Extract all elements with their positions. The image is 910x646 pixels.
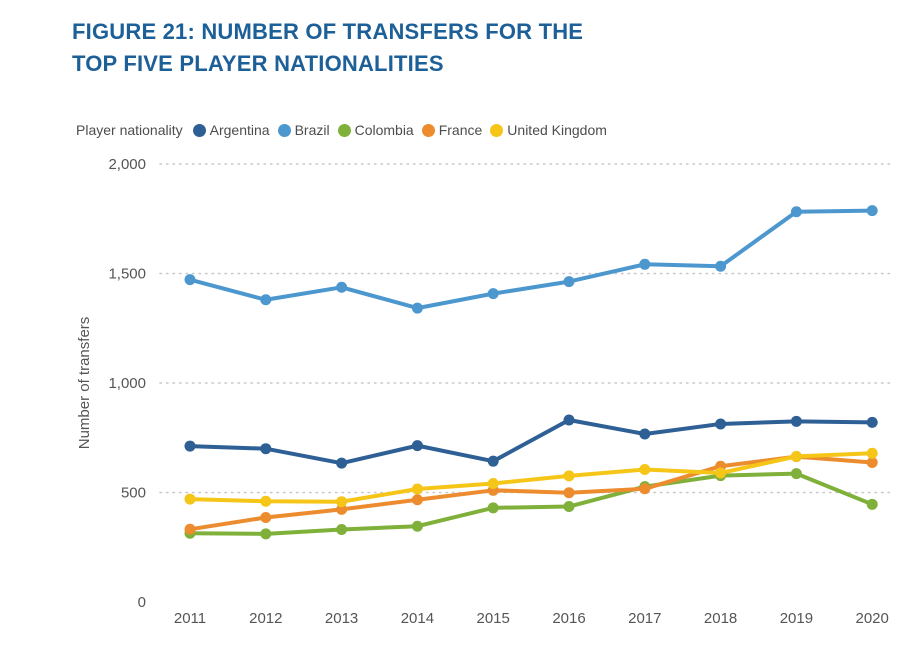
data-point-brazil: [563, 276, 575, 288]
data-point-brazil: [336, 281, 348, 293]
data-point-united-kingdom: [563, 470, 575, 482]
legend-item-argentina: Argentina: [192, 122, 270, 138]
series-line-united-kingdom: [188, 451, 875, 504]
data-point-brazil: [184, 274, 196, 286]
figure-title: FIGURE 21: NUMBER OF TRANSFERS FOR THE T…: [72, 16, 583, 80]
data-point-brazil: [260, 294, 272, 306]
data-point-argentina: [715, 418, 727, 430]
data-point-united-kingdom: [866, 447, 878, 459]
legend-label: United Kingdom: [507, 122, 607, 138]
y-tick-label: 0: [138, 594, 146, 611]
data-point-argentina: [639, 428, 651, 440]
data-point-france: [260, 511, 272, 523]
data-point-france: [184, 523, 196, 535]
data-point-brazil: [639, 258, 651, 270]
data-point-united-kingdom: [411, 483, 423, 495]
y-tick-label: 1,500: [108, 266, 146, 283]
legend-item-colombia: Colombia: [337, 122, 414, 138]
legend-swatch: [277, 123, 291, 137]
y-tick-label: 1,000: [108, 375, 146, 392]
x-tick-label: 2017: [628, 610, 661, 627]
data-point-france: [563, 487, 575, 499]
figure-title-line-2: TOP FIVE PLAYER NATIONALITIES: [72, 51, 444, 76]
data-point-argentina: [184, 440, 196, 452]
x-tick-label: 2018: [704, 610, 737, 627]
data-point-argentina: [790, 415, 802, 427]
y-tick-label: 2,000: [108, 156, 146, 173]
legend-label: France: [438, 122, 483, 138]
x-tick-label: 2020: [856, 610, 889, 627]
data-point-brazil: [411, 302, 423, 314]
x-tick-label: 2019: [780, 610, 813, 627]
data-point-argentina: [260, 443, 272, 455]
series-line-argentina: [188, 418, 875, 466]
x-tick-label: 2016: [552, 610, 585, 627]
data-point-colombia: [411, 520, 423, 532]
legend-swatch: [337, 123, 351, 137]
data-point-argentina: [336, 457, 348, 469]
data-point-united-kingdom: [639, 464, 651, 476]
legend-swatch: [192, 123, 206, 137]
data-point-colombia: [336, 524, 348, 536]
data-point-argentina: [866, 416, 878, 428]
data-point-united-kingdom: [487, 478, 499, 490]
data-point-colombia: [866, 498, 878, 510]
series-line-france: [188, 454, 875, 532]
data-point-colombia: [563, 501, 575, 513]
x-tick-label: 2015: [477, 610, 510, 627]
legend-swatch: [421, 123, 435, 137]
legend-label: Colombia: [354, 122, 414, 138]
x-tick-label: 2014: [401, 610, 434, 627]
chart-legend: Player nationality Argentina Brazil Colomb…: [76, 122, 615, 138]
data-point-united-kingdom: [184, 493, 196, 505]
legend-title: Player nationality: [76, 122, 183, 138]
x-tick-label: 2013: [325, 610, 358, 627]
data-point-france: [336, 503, 348, 515]
legend-item-france: France: [421, 122, 483, 138]
data-point-colombia: [790, 468, 802, 480]
data-point-united-kingdom: [715, 467, 727, 479]
y-axis-label: Number of transfers: [76, 317, 93, 450]
data-point-france: [411, 494, 423, 506]
legend-item-united-kingdom: United Kingdom: [490, 122, 607, 138]
legend-item-brazil: Brazil: [277, 122, 330, 138]
data-point-brazil: [866, 205, 878, 217]
legend-swatch: [490, 123, 504, 137]
data-point-colombia: [260, 528, 272, 540]
data-point-brazil: [487, 288, 499, 300]
legend-label: Brazil: [294, 122, 330, 138]
data-point-brazil: [715, 260, 727, 272]
series-line-brazil: [188, 208, 875, 311]
figure-title-line-1: FIGURE 21: NUMBER OF TRANSFERS FOR THE: [72, 19, 584, 44]
x-tick-label: 2012: [249, 610, 282, 627]
data-point-argentina: [487, 455, 499, 467]
series-line-colombia: [188, 471, 875, 536]
data-point-united-kingdom: [260, 495, 272, 507]
data-point-colombia: [487, 502, 499, 514]
x-tick-label: 2011: [174, 610, 206, 627]
legend-label: Argentina: [209, 122, 270, 138]
y-tick-label: 500: [121, 485, 146, 502]
data-point-united-kingdom: [790, 450, 802, 462]
data-point-france: [866, 456, 878, 468]
data-point-brazil: [790, 206, 802, 218]
data-point-argentina: [411, 440, 423, 452]
data-point-united-kingdom: [336, 496, 348, 508]
data-point-france: [639, 483, 651, 495]
data-point-argentina: [563, 414, 575, 426]
